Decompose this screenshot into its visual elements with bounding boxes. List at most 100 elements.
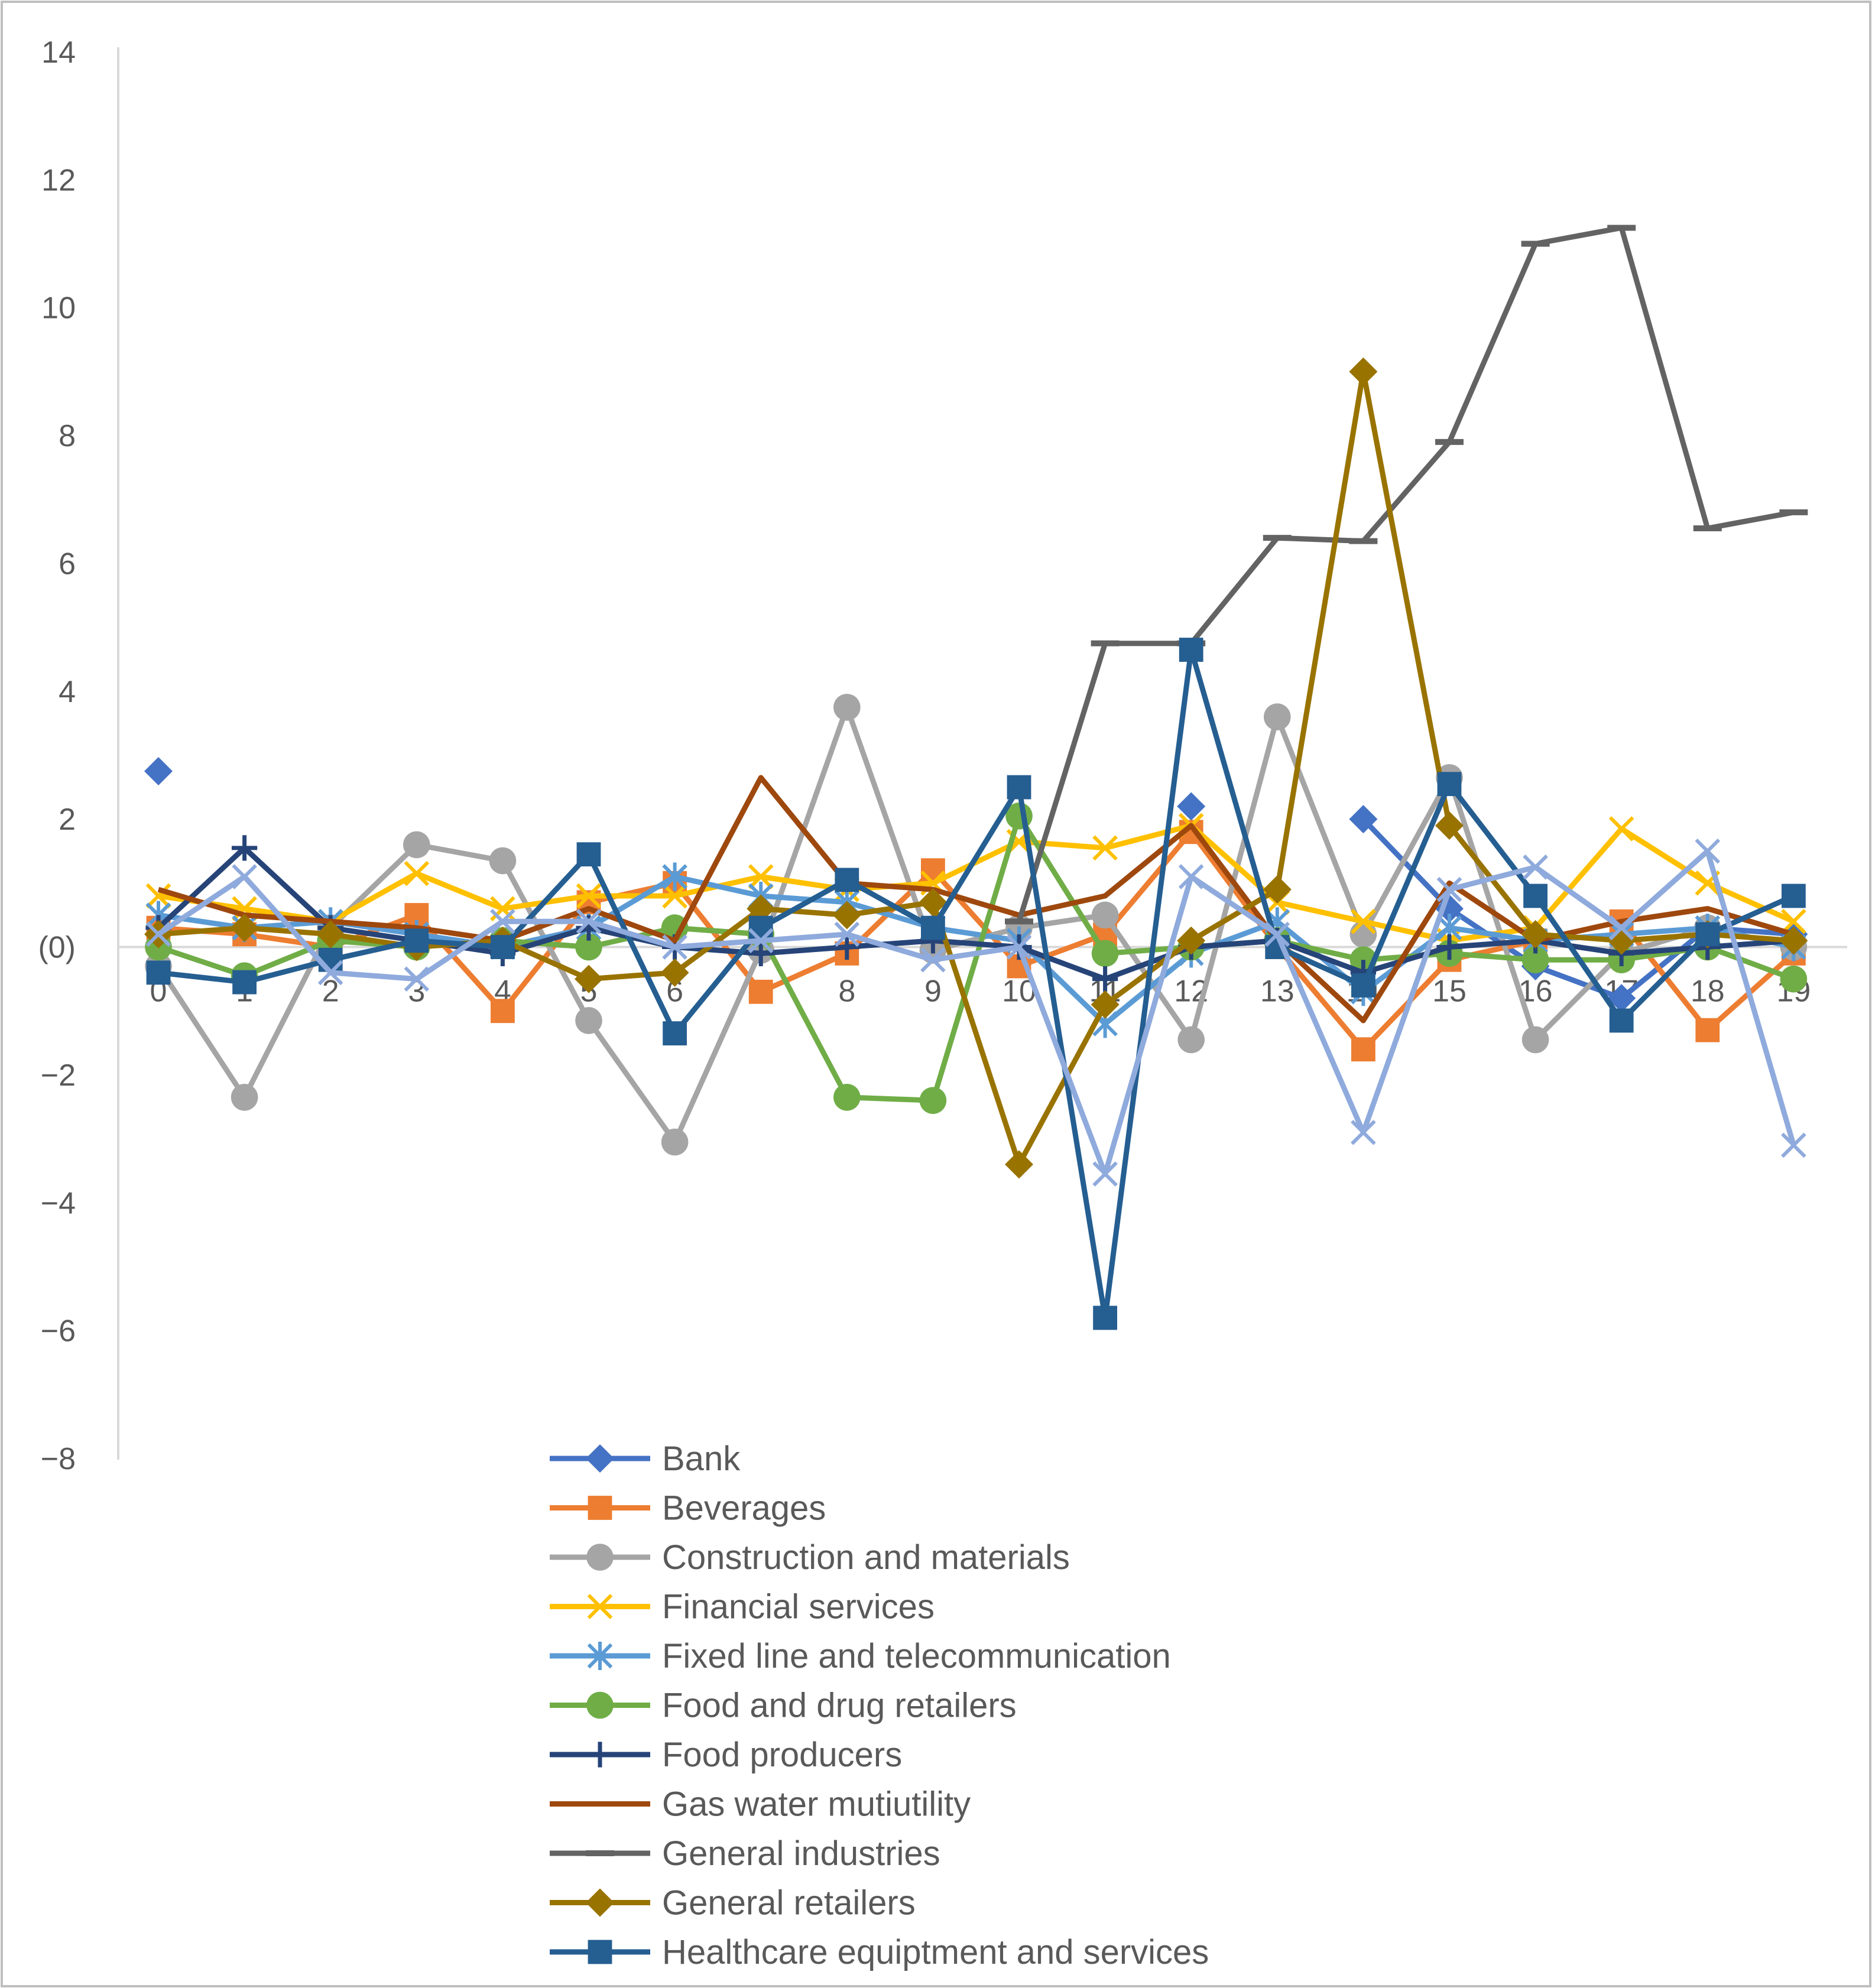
y-tick-label: −6 (41, 1314, 76, 1349)
y-tick-label: 2 (59, 803, 76, 837)
data-point-marker (1349, 805, 1378, 834)
legend-label: Fixed line and telecommunication (662, 1637, 1171, 1675)
data-point-marker (1351, 973, 1375, 998)
data-point-marker (1435, 811, 1464, 840)
y-tick-label: 8 (59, 419, 76, 453)
y-tick-label: −2 (41, 1058, 76, 1093)
data-point-marker (232, 835, 258, 861)
legend-entry: General industries (550, 1834, 940, 1873)
data-point-marker (1781, 908, 1806, 934)
plot-area (144, 225, 1808, 1330)
series-line (1016, 225, 1795, 922)
data-point-marker (230, 914, 259, 943)
series-11 (145, 838, 1806, 1187)
data-point-marker (1608, 915, 1634, 941)
data-point-marker (404, 966, 430, 992)
series-8 (1005, 225, 1808, 925)
legend-label: Beverages (662, 1489, 826, 1528)
data-point-marker (316, 920, 345, 948)
data-point-marker (1178, 864, 1204, 889)
y-tick-label: 6 (59, 547, 76, 581)
series-line (158, 647, 1795, 1321)
series-line (158, 369, 1794, 1167)
data-point-marker (1521, 920, 1550, 948)
data-point-marker (1695, 838, 1721, 864)
data-point-marker (588, 1940, 612, 1964)
data-point-marker (317, 960, 343, 986)
y-tick-label: 12 (41, 163, 76, 197)
data-point-marker (489, 847, 517, 875)
data-point-marker (834, 934, 860, 960)
legend-label: Food and drug retailers (662, 1687, 1017, 1725)
data-point-marker (1177, 792, 1206, 821)
data-point-marker (1437, 772, 1462, 797)
data-point-marker (232, 864, 257, 889)
data-point-marker (144, 757, 173, 786)
data-point-marker (1780, 965, 1808, 993)
legend-entry: General retailers (550, 1884, 916, 1922)
data-point-marker (490, 908, 515, 934)
data-point-marker (1608, 816, 1634, 842)
data-point-marker (1523, 883, 1547, 908)
data-point-marker (1436, 934, 1462, 960)
data-point-marker (748, 940, 774, 966)
data-point-marker (587, 1594, 613, 1619)
x-tick-label: 15 (1432, 974, 1467, 1009)
data-point-marker (1093, 1305, 1117, 1330)
data-point-marker (748, 915, 773, 940)
legend-label: Construction and materials (662, 1538, 1070, 1577)
x-tick-label: 18 (1691, 974, 1725, 1009)
data-point-marker (404, 860, 430, 886)
data-point-marker (921, 915, 945, 940)
data-point-marker (663, 1021, 687, 1045)
legend: Bank Beverages Construction and materials F… (550, 1440, 1209, 1971)
data-point-marker (576, 883, 602, 909)
x-tick-label: 9 (924, 974, 942, 1009)
series-7 (157, 775, 1795, 1024)
data-point-marker (575, 1007, 602, 1034)
data-point-marker (1006, 934, 1032, 960)
data-point-marker (835, 868, 859, 892)
x-tick-label: 8 (838, 974, 855, 1009)
y-tick-label: −8 (41, 1442, 76, 1476)
data-point-marker (231, 1083, 258, 1111)
data-point-marker (491, 999, 515, 1024)
data-point-marker (1005, 1150, 1033, 1179)
data-point-marker (404, 928, 429, 953)
data-point-marker (1177, 926, 1206, 955)
data-point-marker (1351, 1119, 1376, 1145)
data-point-marker (661, 1128, 689, 1156)
data-point-marker (662, 934, 687, 960)
data-point-marker (575, 964, 603, 993)
data-point-marker (1091, 940, 1119, 967)
data-point-marker (1523, 854, 1548, 880)
legend-entry: Healthcare equiptment and services (550, 1933, 1209, 1971)
data-point-marker (1179, 638, 1203, 662)
legend-label: Bank (662, 1440, 741, 1478)
legend-entry: Bank (550, 1440, 741, 1478)
data-point-marker (1695, 922, 1720, 947)
data-point-marker (576, 908, 602, 934)
data-point-marker (1092, 835, 1118, 861)
series-10 (146, 638, 1806, 1330)
data-point-marker (586, 1444, 614, 1473)
data-point-marker (919, 888, 948, 917)
data-point-marker (1781, 1132, 1806, 1158)
data-point-marker (586, 1888, 614, 1917)
legend-entry: Financial services (550, 1588, 935, 1626)
data-point-marker (660, 958, 689, 987)
data-point-marker (1091, 990, 1120, 1019)
data-point-marker (748, 979, 773, 1004)
data-point-marker (232, 970, 257, 995)
data-point-marker (662, 862, 687, 891)
data-point-marker (1177, 1026, 1205, 1054)
series-line (157, 848, 1796, 1177)
data-point-marker (587, 1642, 613, 1670)
data-point-marker (1263, 875, 1292, 904)
data-point-marker (588, 1496, 612, 1520)
legend-entry: Food and drug retailers (550, 1687, 1017, 1725)
data-point-marker (1351, 908, 1376, 934)
data-point-marker (1782, 883, 1806, 908)
